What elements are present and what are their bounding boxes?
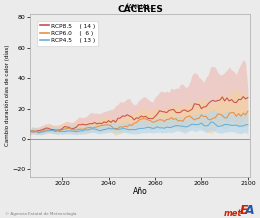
Text: E: E <box>240 204 248 217</box>
Text: A: A <box>245 204 255 217</box>
Text: met: met <box>223 209 242 218</box>
Title: CÁCERES: CÁCERES <box>117 5 163 14</box>
Text: © Agencia Estatal de Meteorología: © Agencia Estatal de Meteorología <box>5 212 77 216</box>
Y-axis label: Cambio duración olas de calor (días): Cambio duración olas de calor (días) <box>4 45 10 146</box>
X-axis label: Año: Año <box>133 187 147 196</box>
Legend: RCP8.5    ( 14 ), RCP6.0    (  6 ), RCP4.5    ( 13 ): RCP8.5 ( 14 ), RCP6.0 ( 6 ), RCP4.5 ( 13… <box>37 20 98 46</box>
Text: ANUAL: ANUAL <box>128 4 152 10</box>
